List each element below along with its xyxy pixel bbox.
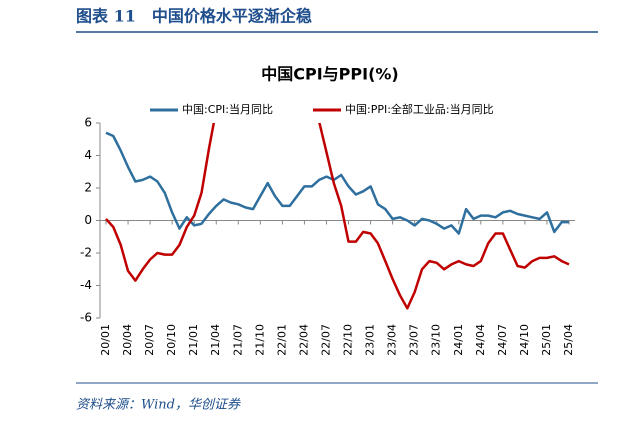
y-tick-label: -6: [80, 311, 92, 325]
y-tick-label: 4: [84, 148, 92, 162]
x-tick-label: 23/01: [364, 324, 377, 356]
legend-label: 中国:CPI:当月同比: [182, 102, 273, 116]
y-tick-label: 0: [84, 213, 92, 227]
x-tick-label: 22/01: [275, 324, 288, 356]
x-tick-label: 22/10: [342, 324, 355, 356]
x-tick-label: 25/01: [540, 324, 553, 356]
x-tick-label: 24/10: [518, 324, 531, 356]
x-tick-label: 20/07: [143, 324, 156, 356]
x-tick-label: 25/04: [562, 324, 575, 356]
y-tick-label: -4: [80, 278, 92, 292]
x-tick-label: 20/01: [99, 324, 112, 356]
legend-label: 中国:PPI:全部工业品:当月同比: [345, 102, 494, 116]
x-tick-label: 21/07: [231, 324, 244, 356]
x-tick-label: 20/10: [165, 324, 178, 356]
y-tick-label: -2: [80, 246, 92, 260]
x-tick-label: 24/04: [474, 324, 487, 356]
x-tick-label: 20/04: [121, 324, 134, 356]
x-tick-label: 23/07: [408, 324, 421, 356]
x-tick-label: 24/07: [496, 324, 509, 356]
x-tick-label: 21/10: [253, 324, 266, 356]
series-line: [105, 131, 569, 235]
figure-title: 图表 11 中国价格水平逐渐企稳: [76, 7, 312, 26]
x-tick-label: 21/04: [209, 324, 222, 356]
x-tick-label: 24/01: [452, 324, 465, 356]
series-line: [105, 123, 570, 310]
y-tick-label: 6: [84, 116, 92, 130]
x-tick-label: 21/01: [187, 324, 200, 356]
x-tick-label: 23/04: [386, 324, 399, 356]
x-tick-label: 22/07: [319, 324, 332, 356]
x-tick-label: 22/04: [297, 324, 310, 356]
x-tick-label: 23/10: [430, 324, 443, 356]
y-tick-label: 2: [84, 181, 92, 195]
chart-title: 中国CPI与PPI(%): [261, 65, 399, 84]
source: 资料来源：Wind，华创证券: [76, 398, 241, 413]
